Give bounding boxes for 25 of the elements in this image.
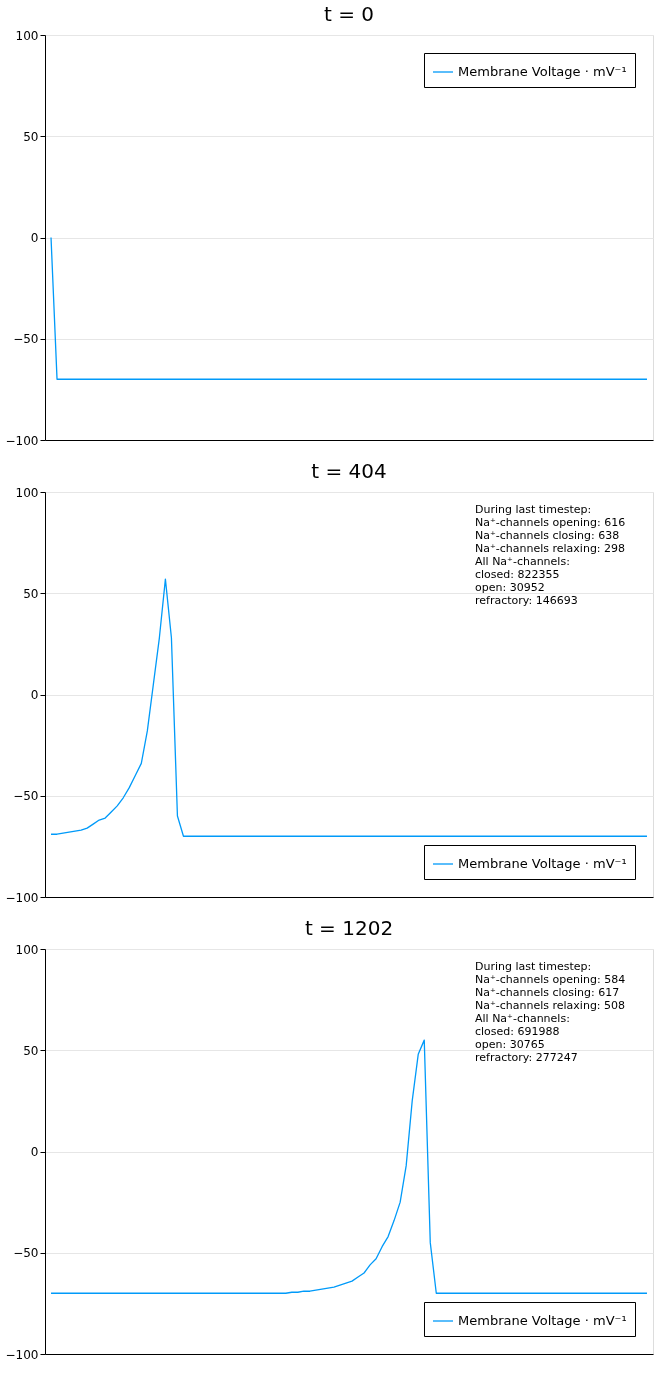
- chart-title: t = 1202: [304, 916, 394, 940]
- y-tick-label: 100: [15, 28, 39, 43]
- y-tick-label: 0: [30, 688, 39, 702]
- chart-title: t = 404: [311, 459, 387, 483]
- legend-label: Membrane Voltage · mV⁻¹: [458, 1313, 627, 1328]
- y-tick-label: −100: [5, 1347, 39, 1362]
- y-tick-label: 50: [23, 1043, 39, 1058]
- y-tick-label: −100: [5, 433, 39, 448]
- line-series: [50, 1039, 648, 1294]
- legend-label: Membrane Voltage · mV⁻¹: [458, 856, 627, 871]
- y-tick-label: −50: [13, 789, 39, 804]
- y-tick-label: 50: [23, 586, 39, 601]
- y-tick-label: −50: [13, 332, 39, 347]
- chart-title: t = 0: [323, 2, 375, 26]
- y-tick-label: 50: [23, 129, 39, 144]
- annotation: During last timestep: Na⁺-channels opening: 616 Na⁺-channels closing: 638 Na⁺-channels relaxing: 298 All Na⁺-channels: closed: 822355 open: 30952 refractory: 146693: [475, 503, 626, 607]
- y-tick-label: −100: [5, 890, 39, 905]
- y-tick-label: 100: [15, 942, 39, 957]
- annotation: During last timestep: Na⁺-channels opening: 584 Na⁺-channels closing: 617 Na⁺-channels relaxing: 508 All Na⁺-channels: closed: 691988 open: 30765 refractory: 277247: [475, 960, 626, 1064]
- legend-label: Membrane Voltage · mV⁻¹: [458, 64, 627, 79]
- y-tick-label: 0: [30, 1145, 39, 1159]
- y-tick-label: 100: [15, 485, 39, 500]
- y-tick-label: −50: [13, 1246, 39, 1261]
- y-tick-label: 0: [30, 231, 39, 245]
- line-series: [50, 578, 648, 837]
